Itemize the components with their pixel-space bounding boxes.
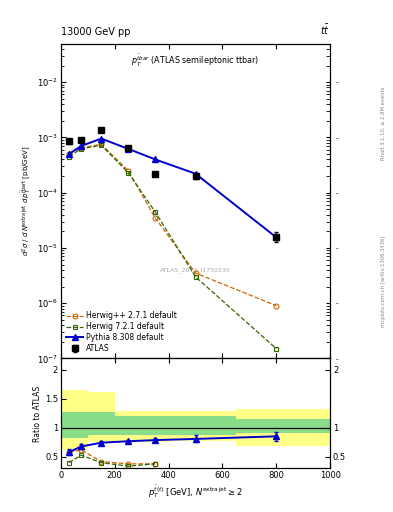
Herwig++ 2.7.1 default	[79, 145, 83, 151]
X-axis label: $p_T^{\bar{t}(t)}$ [GeV], $N^{\rm extra\,jet} \geq 2$: $p_T^{\bar{t}(t)}$ [GeV], $N^{\rm extra\…	[148, 483, 243, 500]
Text: 13000 GeV pp: 13000 GeV pp	[61, 27, 130, 37]
Pythia 8.308 default	[153, 156, 158, 162]
Herwig 7.2.1 default	[126, 169, 130, 176]
Text: $p_T^{\bar{t}bar}$ (ATLAS semileptonic ttbar): $p_T^{\bar{t}bar}$ (ATLAS semileptonic t…	[131, 53, 260, 69]
Pythia 8.308 default	[99, 136, 104, 142]
Text: $t\bar{t}$: $t\bar{t}$	[320, 23, 330, 37]
Y-axis label: Ratio to ATLAS: Ratio to ATLAS	[33, 386, 42, 441]
Pythia 8.308 default	[67, 151, 72, 157]
Legend: Herwig++ 2.7.1 default, Herwig 7.2.1 default, Pythia 8.308 default, ATLAS: Herwig++ 2.7.1 default, Herwig 7.2.1 def…	[65, 310, 178, 355]
Herwig 7.2.1 default	[153, 209, 158, 215]
Line: Herwig 7.2.1 default: Herwig 7.2.1 default	[66, 143, 279, 351]
Herwig 7.2.1 default	[274, 346, 279, 352]
Pythia 8.308 default	[274, 234, 279, 241]
Text: Rivet 3.1.10, ≥ 2.8M events: Rivet 3.1.10, ≥ 2.8M events	[381, 86, 386, 160]
Herwig++ 2.7.1 default	[99, 141, 104, 147]
Pythia 8.308 default	[79, 143, 83, 149]
Herwig++ 2.7.1 default	[193, 270, 198, 276]
Pythia 8.308 default	[126, 146, 130, 152]
Pythia 8.308 default	[193, 170, 198, 177]
Herwig 7.2.1 default	[67, 154, 72, 160]
Y-axis label: $d^2\sigma$ / $d\,N^{\rm extra\,jet}$ $d\,p_T^{\bar{t}\rm bar{t}}$ [pb/GeV]: $d^2\sigma$ / $d\,N^{\rm extra\,jet}$ $d…	[20, 146, 34, 256]
Line: Pythia 8.308 default: Pythia 8.308 default	[66, 136, 279, 240]
Text: mcplots.cern.ch [arXiv:1306.3436]: mcplots.cern.ch [arXiv:1306.3436]	[381, 236, 386, 327]
Herwig 7.2.1 default	[99, 142, 104, 148]
Herwig++ 2.7.1 default	[153, 215, 158, 221]
Text: ATLAS_2019_I1750330: ATLAS_2019_I1750330	[160, 268, 231, 273]
Line: Herwig++ 2.7.1 default: Herwig++ 2.7.1 default	[66, 142, 279, 308]
Herwig 7.2.1 default	[193, 274, 198, 280]
Herwig++ 2.7.1 default	[67, 151, 72, 157]
Herwig++ 2.7.1 default	[126, 167, 130, 174]
Herwig++ 2.7.1 default	[274, 303, 279, 309]
Herwig 7.2.1 default	[79, 146, 83, 152]
